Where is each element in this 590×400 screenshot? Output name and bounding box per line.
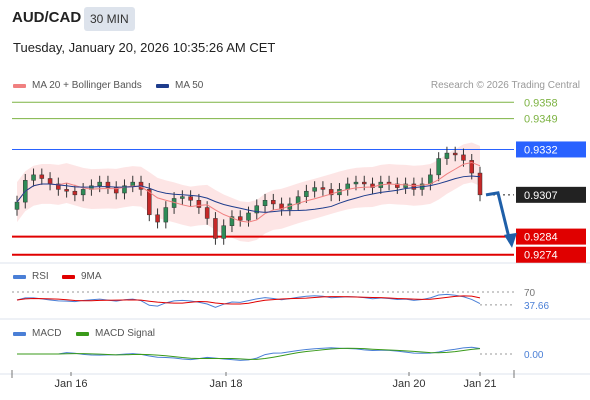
legend-macd: MACD: [13, 328, 61, 339]
legend-ma50-label: MA 50: [175, 80, 204, 91]
legend-macd-label: MACD: [32, 328, 62, 339]
candle-body: [180, 196, 185, 199]
candle-body: [304, 190, 309, 197]
level-tag-5: [516, 246, 586, 263]
candle-body: [279, 203, 284, 210]
candle-body: [328, 189, 334, 196]
candle-body: [362, 181, 367, 185]
candle-body: [271, 200, 276, 205]
candle-body: [155, 214, 160, 223]
bollinger-band: [17, 142, 480, 243]
ma20-swatch: [13, 83, 26, 88]
credit-text: Research © 2026 Trading Central: [430, 80, 580, 91]
ma20-line: [16, 161, 481, 223]
level-label-2: 0.9332: [524, 144, 558, 156]
rsi-value-label: 37.66: [524, 301, 549, 312]
legend-macd-signal: MACD Signal: [76, 328, 155, 339]
candle-body: [320, 187, 326, 190]
candle-body: [163, 207, 169, 223]
candle-body: [395, 183, 400, 188]
ma50-line: [16, 175, 481, 213]
candle-body: [39, 174, 45, 179]
ma50-swatch: [156, 83, 169, 88]
candle-body: [47, 178, 53, 185]
level-tag-2: [516, 141, 586, 158]
rsi-swatch: [13, 274, 26, 279]
level-label-5: 0.9274: [524, 250, 558, 262]
candle-body: [436, 158, 441, 176]
x-tick-label: Jan 18: [209, 378, 242, 390]
macd-value-label: 0.00: [524, 350, 544, 361]
candle-body: [229, 216, 235, 226]
candle-body: [188, 196, 193, 201]
chart-datetime: Tuesday, January 20, 2026 10:35:26 AM CE…: [13, 40, 276, 55]
candle-body: [221, 225, 226, 239]
candle-body: [312, 187, 317, 192]
candle-body: [262, 200, 268, 206]
candle-body: [461, 154, 466, 161]
level-label-3: 0.9307: [524, 190, 558, 202]
candle-body: [254, 205, 260, 214]
legend-9ma-label: 9MA: [81, 271, 102, 282]
level-tag-3: [516, 186, 586, 203]
candle-body: [97, 181, 102, 187]
candle-body: [403, 183, 408, 188]
symbol-title: AUD/CAD: [12, 9, 82, 26]
candle-body: [370, 183, 375, 188]
candle-body: [353, 181, 359, 185]
candle-body: [345, 183, 350, 190]
candle-body: [213, 218, 218, 239]
candle-body: [237, 216, 243, 221]
legend-rsi: RSI: [13, 271, 49, 282]
macd-swatch: [13, 331, 26, 336]
x-tick-label: Jan 16: [54, 378, 87, 390]
candle-body: [122, 185, 127, 194]
interval-badge[interactable]: 30 MIN: [84, 7, 135, 31]
level-tag-4: [516, 228, 586, 245]
rsi-ma-line: [16, 295, 481, 305]
level-label-4: 0.9284: [524, 232, 558, 244]
candle-body: [295, 196, 301, 205]
candle-body: [72, 190, 78, 196]
candle-body: [452, 152, 458, 156]
candle-body: [147, 189, 152, 216]
candle-body: [64, 189, 69, 192]
x-tick-label: Jan 20: [392, 378, 425, 390]
candle-body: [105, 181, 111, 188]
candle-body: [56, 183, 61, 190]
legend-rsi-label: RSI: [32, 271, 49, 282]
level-label-0: 0.9358: [524, 97, 558, 109]
projection-arrow-head: [504, 232, 517, 248]
legend-9ma: 9MA: [62, 271, 102, 282]
candle-body: [204, 207, 210, 219]
candle-body: [130, 181, 135, 187]
9ma-swatch: [62, 274, 75, 279]
candle-body: [469, 160, 474, 174]
x-tick-label: Jan 21: [463, 378, 496, 390]
candle-body: [477, 172, 483, 196]
candle-body: [428, 174, 433, 185]
macd-signal-line: [17, 347, 481, 360]
legend-ma20-label: MA 20 + Bollinger Bands: [32, 80, 142, 91]
rsi-line: [16, 293, 481, 308]
candle-body: [80, 189, 86, 196]
candle-body: [444, 152, 450, 159]
rsi-level-label: 70: [524, 288, 536, 299]
macd-signal-swatch: [76, 331, 89, 336]
candle-body: [196, 200, 202, 208]
candle-body: [31, 174, 36, 181]
projection-arrow: [485, 191, 512, 243]
candle-body: [411, 183, 417, 190]
legend-macd-signal-label: MACD Signal: [95, 328, 156, 339]
legend-ma50: MA 50: [156, 80, 203, 91]
candle-body: [246, 212, 251, 221]
candle-body: [14, 201, 20, 210]
level-label-1: 0.9349: [524, 114, 558, 126]
macd-line: [17, 346, 481, 361]
legend-ma20: MA 20 + Bollinger Bands: [13, 80, 142, 91]
